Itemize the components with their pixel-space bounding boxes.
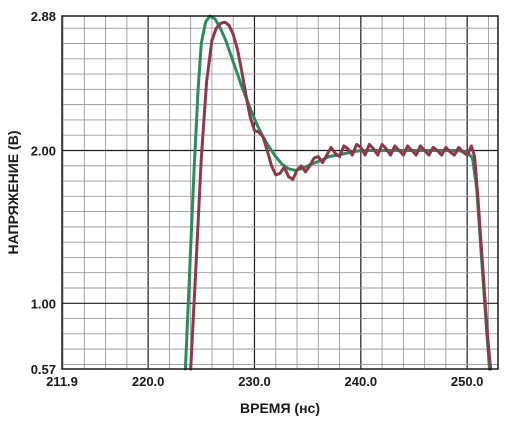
plot-grid — [62, 16, 498, 369]
x-tick-label: 211.9 — [46, 374, 78, 389]
plot-series — [183, 14, 493, 371]
x-tick-label: 250.0 — [451, 374, 484, 389]
tick-labels: 211.9 220.0 230.0 240.0 250.0 0.57 1.00 2.00 2.8… — [31, 9, 484, 389]
plot-frame — [61, 15, 499, 370]
y-tick-label: 2.00 — [31, 143, 56, 158]
y-tick-label: 1.00 — [31, 296, 56, 311]
x-axis-title: ВРЕМЯ (нс) — [240, 400, 320, 416]
series-line-2 — [189, 20, 493, 371]
y-axis-title: НАПРЯЖЕНИЕ (В) — [5, 131, 21, 255]
y-tick-label: 0.57 — [31, 362, 56, 377]
x-tick-label: 220.0 — [132, 374, 165, 389]
y-tick-label: 2.88 — [31, 9, 56, 24]
x-tick-label: 240.0 — [345, 374, 378, 389]
x-tick-label: 230.0 — [238, 374, 271, 389]
